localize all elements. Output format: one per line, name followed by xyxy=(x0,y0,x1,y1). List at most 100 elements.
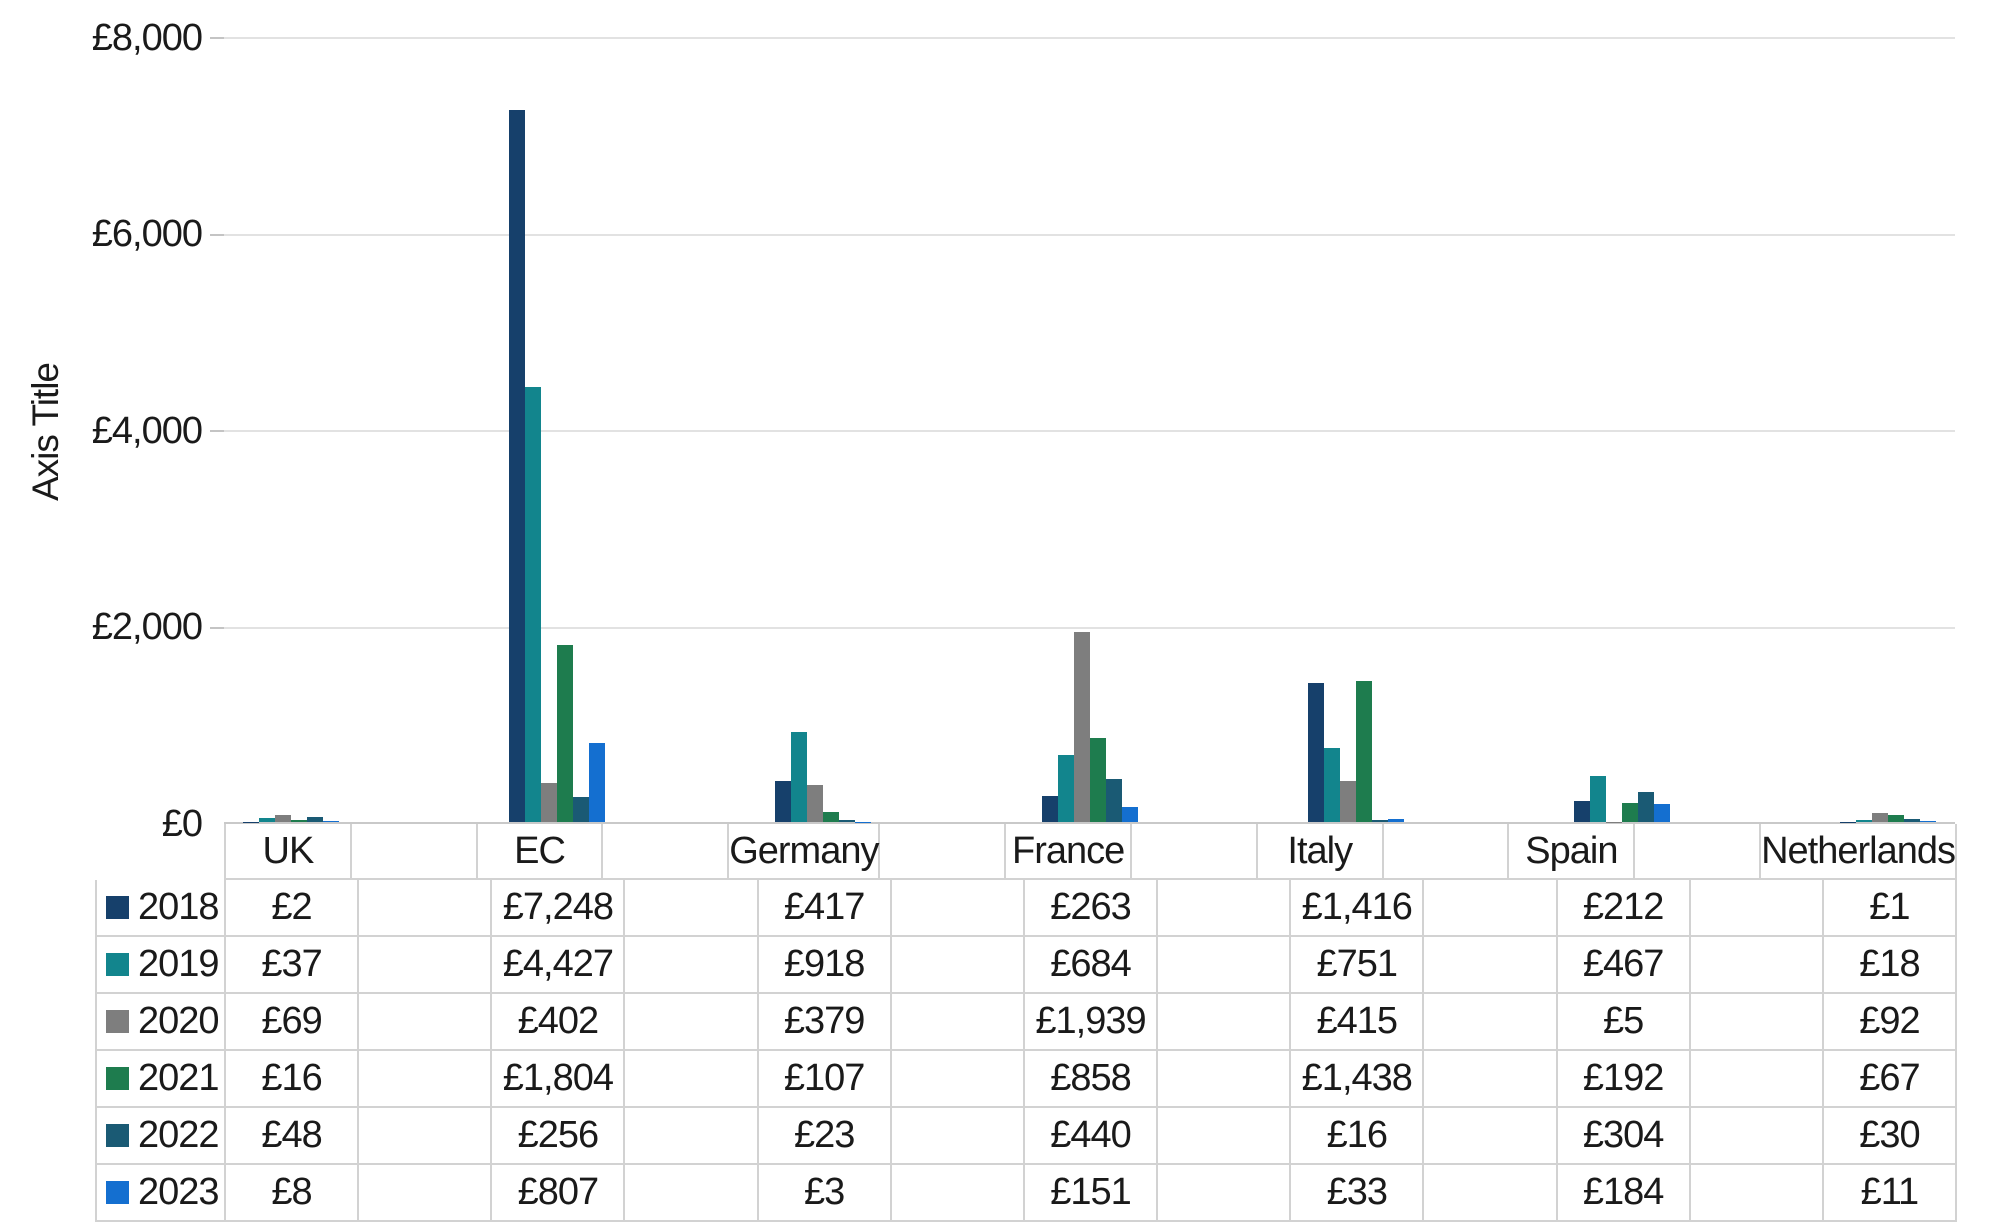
y-axis-tick xyxy=(210,430,224,432)
table-value-2021-france: £858 xyxy=(1024,1051,1159,1108)
table-value-2019-spain: £467 xyxy=(1557,937,1691,994)
bar-2019-spain xyxy=(1590,776,1607,822)
legend-key-2019: 2019 xyxy=(97,937,226,994)
table-gap-cell xyxy=(891,880,1025,937)
table-value-2020-uk: £69 xyxy=(226,994,360,1051)
bar-2019-germany xyxy=(791,731,808,822)
table-value-2020-spain: £5 xyxy=(1557,994,1691,1051)
table-value-2022-uk: £48 xyxy=(226,1108,360,1165)
table-value-2019-netherlands: £18 xyxy=(1823,937,1957,994)
table-gap-cell xyxy=(359,1108,493,1165)
table-gap-cell xyxy=(625,937,759,994)
bar-2022-italy xyxy=(1371,820,1388,822)
table-gap-cell xyxy=(359,1051,493,1108)
bar-2022-ec xyxy=(572,796,589,822)
data-table-body: 2018 £2 £7,248 £417 £263 £1,416 £212 £1 2019 £37 £… xyxy=(95,880,1957,1222)
category-header-ec: EC xyxy=(477,824,604,880)
table-gap-cell xyxy=(880,824,1007,880)
legend-key-2020: 2020 xyxy=(97,994,226,1051)
table-gap-cell xyxy=(1690,1051,1824,1108)
bar-2020-france xyxy=(1073,631,1090,822)
category-header-france: France xyxy=(1006,824,1133,880)
table-value-2022-spain: £304 xyxy=(1557,1108,1691,1165)
bar-2019-italy xyxy=(1323,748,1340,822)
table-row-2019: 2019 £37 £4,427 £918 £684 £751 £467 £18 xyxy=(97,937,1957,994)
table-gap-cell xyxy=(1690,994,1824,1051)
table-value-2022-germany: £23 xyxy=(758,1108,892,1165)
table-gap-cell xyxy=(1424,880,1558,937)
table-gap-cell xyxy=(1690,937,1824,994)
table-gap-cell xyxy=(359,880,493,937)
table-value-2023-france: £151 xyxy=(1024,1165,1159,1222)
bar-2021-france xyxy=(1089,737,1106,822)
table-value-2018-france: £263 xyxy=(1024,880,1159,937)
data-table-category-header-row: UK EC Germany France Italy Spain Netherlands xyxy=(224,824,1957,880)
table-gap-cell xyxy=(1635,824,1762,880)
legend-swatch-2023 xyxy=(106,1181,129,1204)
table-value-2019-germany: £918 xyxy=(758,937,892,994)
legend-key-2022: 2022 xyxy=(97,1108,226,1165)
bar-2021-spain xyxy=(1622,803,1639,822)
bar-2020-italy xyxy=(1339,781,1356,822)
bar-2020-germany xyxy=(807,784,824,822)
bar-2018-germany xyxy=(775,781,792,822)
bar-2022-netherlands xyxy=(1904,819,1921,822)
table-value-2019-ec: £4,427 xyxy=(492,937,626,994)
table-value-2023-uk: £8 xyxy=(226,1165,360,1222)
bar-2019-france xyxy=(1057,754,1074,822)
table-gap-cell xyxy=(1158,994,1292,1051)
legend-year-label: 2023 xyxy=(138,1171,220,1213)
table-value-2023-italy: £33 xyxy=(1291,1165,1425,1222)
table-gap-cell xyxy=(359,994,493,1051)
bar-2020-spain xyxy=(1606,821,1623,822)
legend-key-2021: 2021 xyxy=(97,1051,226,1108)
bar-2021-uk xyxy=(290,820,307,822)
table-value-2023-ec: £807 xyxy=(492,1165,626,1222)
bar-2023-france xyxy=(1121,807,1138,822)
table-value-2019-italy: £751 xyxy=(1291,937,1425,994)
table-value-2020-italy: £415 xyxy=(1291,994,1425,1051)
y-axis-tick-label: £4,000 xyxy=(91,409,203,452)
y-axis-tick-label: £8,000 xyxy=(91,16,203,59)
category-header-uk: UK xyxy=(226,824,352,880)
table-gap-cell xyxy=(625,1165,759,1222)
legend-year-label: 2018 xyxy=(138,886,220,928)
bar-2020-ec xyxy=(540,782,557,822)
bar-2019-ec xyxy=(524,387,541,822)
bar-2020-uk xyxy=(274,815,291,822)
gridline-6000 xyxy=(224,233,1955,236)
legend-swatch-2022 xyxy=(106,1124,129,1147)
table-gap-cell xyxy=(891,1108,1025,1165)
table-value-2021-uk: £16 xyxy=(226,1051,360,1108)
table-row-2020: 2020 £69 £402 £379 £1,939 £415 £5 £92 xyxy=(97,994,1957,1051)
gridline-2000 xyxy=(224,626,1955,629)
table-value-2021-spain: £192 xyxy=(1557,1051,1691,1108)
table-gap-cell xyxy=(1424,937,1558,994)
y-axis-tick xyxy=(210,37,224,39)
legend-key-2018: 2018 xyxy=(97,880,226,937)
bar-2023-italy xyxy=(1387,818,1404,822)
category-header-spain: Spain xyxy=(1509,824,1636,880)
table-gap-cell xyxy=(891,1051,1025,1108)
legend-key-2023: 2023 xyxy=(97,1165,226,1222)
table-gap-cell xyxy=(603,824,730,880)
table-gap-cell xyxy=(625,1051,759,1108)
legend-swatch-2018 xyxy=(106,896,129,919)
table-gap-cell xyxy=(351,824,478,880)
y-axis-tick xyxy=(210,233,224,236)
table-value-2021-italy: £1,438 xyxy=(1291,1051,1425,1108)
bar-2023-spain xyxy=(1654,803,1671,822)
category-header-germany: Germany xyxy=(729,824,881,880)
table-value-2023-germany: £3 xyxy=(758,1165,892,1222)
table-row-2018: 2018 £2 £7,248 £417 £263 £1,416 £212 £1 xyxy=(97,880,1957,937)
table-gap-cell xyxy=(1690,880,1824,937)
table-gap-cell xyxy=(1158,1108,1292,1165)
bar-2021-germany xyxy=(823,811,840,822)
table-gap-cell xyxy=(1690,1108,1824,1165)
table-value-2022-ec: £256 xyxy=(492,1108,626,1165)
table-value-2023-spain: £184 xyxy=(1557,1165,1691,1222)
table-value-2022-italy: £16 xyxy=(1291,1108,1425,1165)
table-gap-cell xyxy=(1690,1165,1824,1222)
bar-2018-france xyxy=(1041,796,1058,822)
table-gap-cell xyxy=(1383,824,1510,880)
